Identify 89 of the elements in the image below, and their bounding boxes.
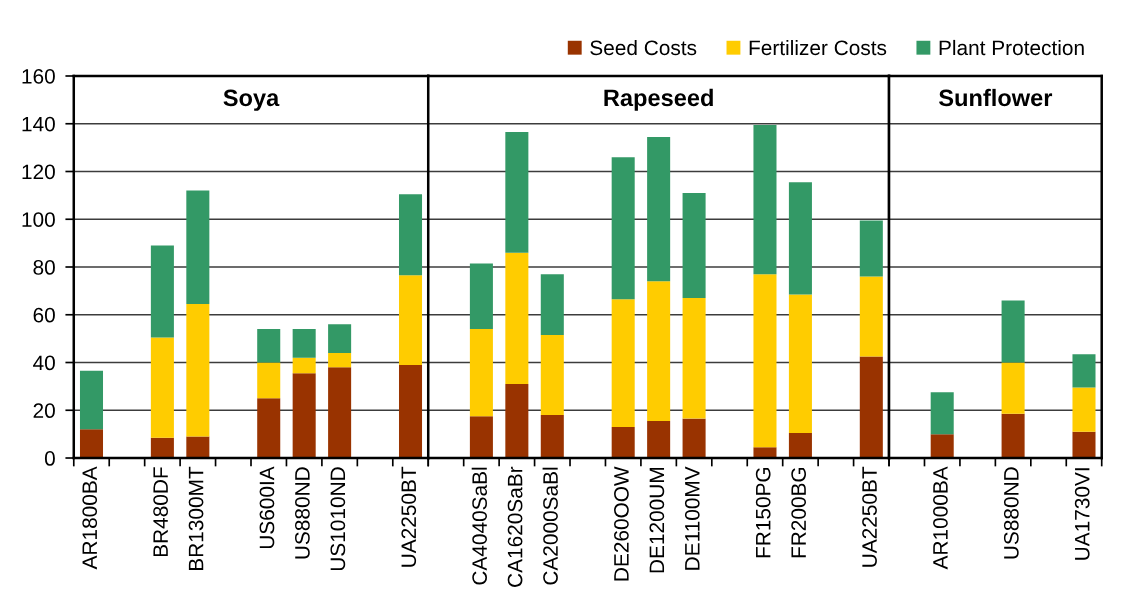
bar <box>682 192 706 299</box>
x-tick-label: AR1000BA <box>933 466 948 570</box>
bar <box>540 274 564 336</box>
bar <box>150 437 174 459</box>
bar <box>505 132 529 253</box>
x-tick-label: DE260OOW <box>614 466 629 581</box>
chart-title: Sunflower <box>939 88 1053 107</box>
x-tick-label: US1010ND <box>330 467 346 571</box>
y-tick-label: 20 <box>33 403 55 419</box>
bar <box>292 329 316 358</box>
bar <box>1072 431 1096 459</box>
x-tick-label: US880ND <box>1003 467 1019 559</box>
legend-label: Seed Costs <box>590 39 697 56</box>
x-tick-label: UA2250BT <box>862 466 877 567</box>
bar <box>150 337 174 438</box>
bar <box>682 298 706 419</box>
bar <box>540 335 564 416</box>
bar <box>682 418 706 459</box>
bar <box>257 398 281 459</box>
bar <box>292 373 316 459</box>
bar <box>540 415 564 459</box>
y-tick-label: 160 <box>22 68 55 84</box>
bar <box>647 136 671 282</box>
bar <box>505 252 529 384</box>
text: Rapeseed <box>604 88 713 111</box>
y-tick-label: 40 <box>33 355 55 371</box>
y-tick-label: 120 <box>22 164 55 180</box>
bar <box>1072 387 1096 432</box>
x-tick-label: US600IA <box>259 466 275 549</box>
bar <box>611 299 635 427</box>
bar <box>79 429 104 459</box>
bar <box>79 370 104 430</box>
bar <box>1001 413 1025 459</box>
bar <box>398 275 423 365</box>
legend-label: Plant Protection <box>939 39 1084 56</box>
bar <box>611 157 635 300</box>
bar <box>328 352 352 368</box>
bar <box>1072 354 1096 388</box>
bar <box>398 194 423 276</box>
bar <box>647 421 671 459</box>
bar <box>930 392 954 435</box>
x-tick-label: CA4040SaBl <box>471 467 487 585</box>
y-tick-label: 100 <box>22 212 55 227</box>
x-tick-label: DE1200UM <box>649 468 665 573</box>
bar <box>186 304 210 437</box>
bar <box>186 436 210 459</box>
bar <box>647 281 671 422</box>
text: Soya <box>223 89 280 111</box>
x-tick-label: FR150PG <box>755 467 771 558</box>
bar <box>788 294 812 433</box>
bar <box>753 274 777 448</box>
bar <box>328 324 352 353</box>
x-tick-label: US880ND <box>295 467 310 559</box>
bar <box>788 432 812 459</box>
bar <box>1001 362 1025 414</box>
x-tick-label: BR480DF <box>153 467 168 557</box>
bar <box>930 434 954 459</box>
x-tick-label: DE1100MV <box>684 466 700 570</box>
bar <box>292 357 316 374</box>
bar <box>469 416 493 459</box>
x-tick-label: UA1730VI <box>1074 468 1090 560</box>
x-tick-label: AR1800BA <box>82 466 98 570</box>
bar <box>328 367 352 459</box>
x-tick-label: BR1300MT <box>188 466 204 570</box>
bar <box>186 190 210 305</box>
bar <box>469 263 493 330</box>
x-tick-label: CA1620SaBr <box>507 466 523 587</box>
x-tick-label: UA2250BT <box>401 466 417 567</box>
x-tick-label: CA2000SaBl <box>542 467 558 585</box>
bar <box>859 356 883 459</box>
legend-label: Fertilizer Costs <box>749 39 887 56</box>
bar <box>611 426 635 459</box>
bar <box>1001 300 1025 363</box>
y-tick-label: 60 <box>33 307 55 323</box>
y-tick-label: 140 <box>22 116 55 132</box>
y-tick-label: 80 <box>33 260 55 275</box>
x-tick-label: FR200BG <box>791 467 807 558</box>
bar <box>150 245 174 338</box>
bar <box>469 329 493 417</box>
bar <box>257 329 281 363</box>
bar <box>398 364 423 459</box>
y-tick-label: 0 <box>44 451 55 466</box>
bar <box>788 182 812 295</box>
bar <box>753 447 777 459</box>
bar <box>505 384 529 459</box>
bar <box>753 124 777 275</box>
bar <box>859 276 883 357</box>
bar <box>859 220 883 277</box>
bar <box>257 362 281 399</box>
